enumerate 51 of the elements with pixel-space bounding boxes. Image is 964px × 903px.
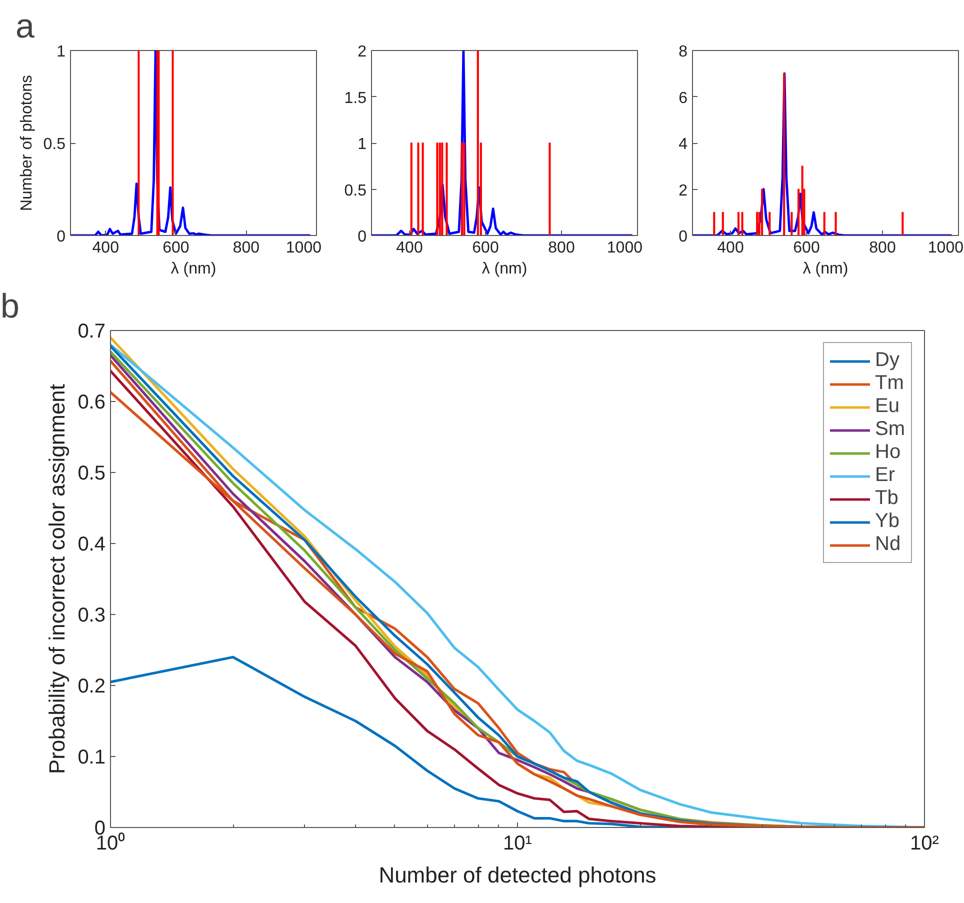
y-tick-label: 0.6 [78,392,106,414]
x-tick-label: 400 [92,240,120,256]
x-tick-label: 600 [793,240,820,256]
legend-label: Eu [875,395,900,418]
y-tick-label: 0.7 [78,320,106,342]
y-tick-label: 0.5 [43,136,66,153]
x-tick-label: 800 [548,240,575,256]
y-tick-label: 0 [358,228,367,246]
x-tick-label: 1000 [606,240,643,256]
y-tick-label: 1.5 [344,90,367,107]
x-tick-label: 10² [910,832,940,854]
legend-label: Dy [875,349,900,372]
y-tick-label: 4 [678,136,688,153]
x-axis-title: Number of detected photons [378,862,656,888]
x-axis-title: λ (nm) [482,260,528,278]
y-tick-label: 0.2 [78,676,106,698]
legend-label: Ho [875,441,901,464]
y-tick-label: 0.3 [78,604,106,626]
y-tick-label: 0.4 [78,534,106,556]
y-tick-label: 2 [678,182,688,200]
y-tick-label: 2 [358,44,367,60]
y-tick-label: 0 [56,228,66,246]
x-axis-title: λ (nm) [802,260,848,278]
y-tick-label: 1 [56,44,66,60]
text: b [0,288,20,326]
y-tick-label: 8 [678,44,688,60]
legend-label: Yb [875,510,900,533]
y-tick-label: 0 [678,228,688,246]
legend-label: Er [875,464,895,487]
x-tick-label: 1000 [928,240,964,256]
x-tick-label: 1000 [286,240,322,256]
x-axis-title: λ (nm) [170,260,216,278]
text: a [16,8,34,46]
y-tick-label: 0.5 [78,462,106,484]
y-axis-title: Probability of incorrect color assignment [44,384,70,774]
x-tick-label: 10¹ [503,832,532,854]
x-tick-label: 600 [162,240,190,256]
y-tick-label: 1 [358,136,367,153]
x-tick-label: 600 [472,240,499,256]
x-tick-label: 400 [396,240,423,256]
legend-label: Nd [875,533,901,556]
x-tick-label: 400 [717,240,744,256]
y-tick-label: 6 [678,90,688,107]
legend-label: Tm [875,372,904,395]
x-tick-label: 800 [869,240,896,256]
legend-label: Sm [875,418,905,441]
y-tick-label: 0.1 [78,746,106,768]
y-axis-title: Number of photons [18,74,36,212]
legend-label: Tb [875,487,898,510]
y-tick-label: 0.5 [344,182,367,200]
x-tick-label: 800 [232,240,260,256]
